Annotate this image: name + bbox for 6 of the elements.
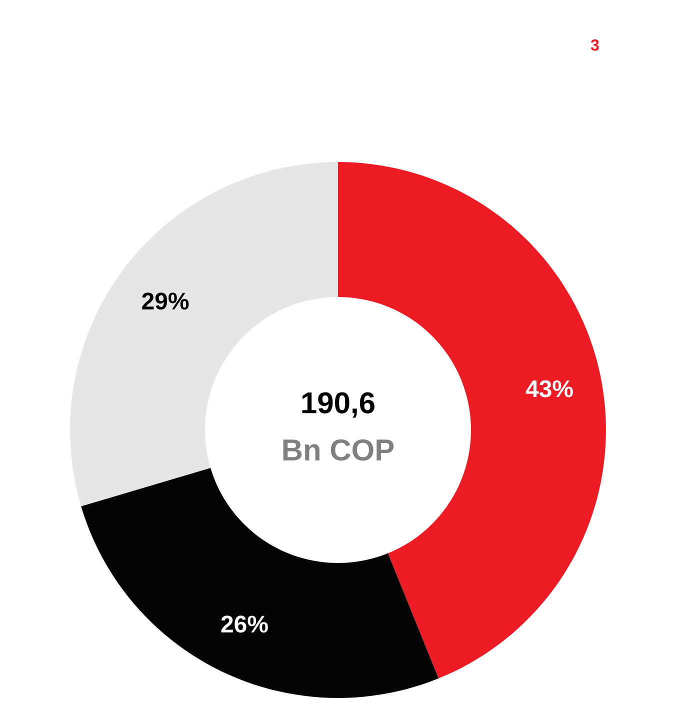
text: 190,6 bbox=[302, 392, 374, 418]
text: 3 bbox=[590, 39, 599, 51]
data-label: 43% bbox=[526, 380, 573, 398]
data-label: 29% bbox=[142, 292, 189, 310]
data-label: 26% bbox=[221, 616, 268, 633]
text: Bn COP bbox=[283, 439, 394, 461]
